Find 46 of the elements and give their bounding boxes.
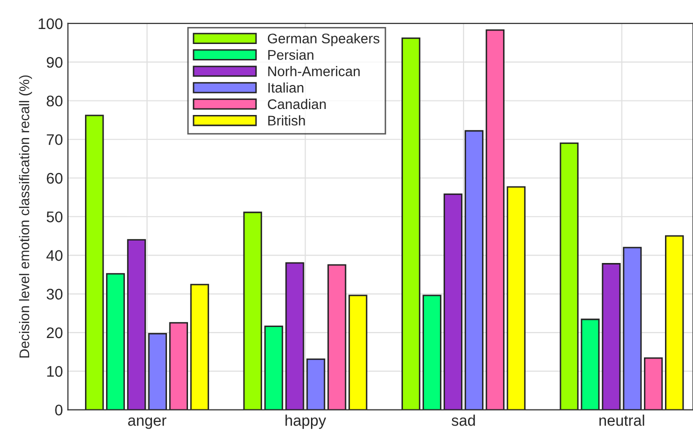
y-tick-label: 60 <box>46 172 62 184</box>
bar <box>306 358 326 410</box>
bar <box>106 273 125 410</box>
bar <box>243 212 262 410</box>
y-tick-label: 80 <box>46 96 62 106</box>
bar <box>264 326 284 410</box>
bar <box>444 194 462 410</box>
bar <box>190 284 210 410</box>
bar <box>464 130 484 410</box>
y-tick-label: 90 <box>46 56 62 68</box>
bar <box>580 318 600 410</box>
bar <box>127 239 146 410</box>
bar <box>85 114 104 410</box>
bar <box>602 263 621 410</box>
x-tick-label: sad <box>452 414 475 426</box>
bar <box>665 235 684 410</box>
legend-label: British <box>268 115 305 126</box>
y-axis-title: Decision level emotion classification recall (%) <box>19 75 32 358</box>
bar <box>506 186 526 410</box>
bar <box>560 142 579 410</box>
bar <box>622 246 642 410</box>
y-tick-label: 10 <box>47 366 62 377</box>
y-tick-label: 0 <box>55 404 62 416</box>
bar <box>348 294 368 410</box>
x-tick-label: happy <box>286 414 326 429</box>
y-tick-label: 100 <box>38 18 62 30</box>
bar <box>285 262 304 410</box>
y-tick-label: 30 <box>46 288 62 300</box>
legend-label: Persian <box>268 50 314 60</box>
x-tick-label: neutral <box>599 414 644 426</box>
bar <box>422 294 442 410</box>
y-tick-label: 50 <box>46 212 62 222</box>
bar <box>169 322 188 410</box>
y-tick-label: 70 <box>46 134 62 146</box>
legend-label: Norh-American <box>268 66 360 76</box>
y-tick-label: 20 <box>46 327 62 338</box>
bar <box>486 29 505 410</box>
legend-label: Italian <box>268 82 304 93</box>
legend-label: German Speakers <box>268 33 380 46</box>
bar <box>148 332 167 410</box>
bar <box>327 264 346 410</box>
bar <box>402 37 420 410</box>
legend-label: Canadian <box>268 98 326 110</box>
bar <box>644 357 663 410</box>
y-tick-label: 40 <box>46 250 62 261</box>
x-tick-label: anger <box>128 417 166 429</box>
